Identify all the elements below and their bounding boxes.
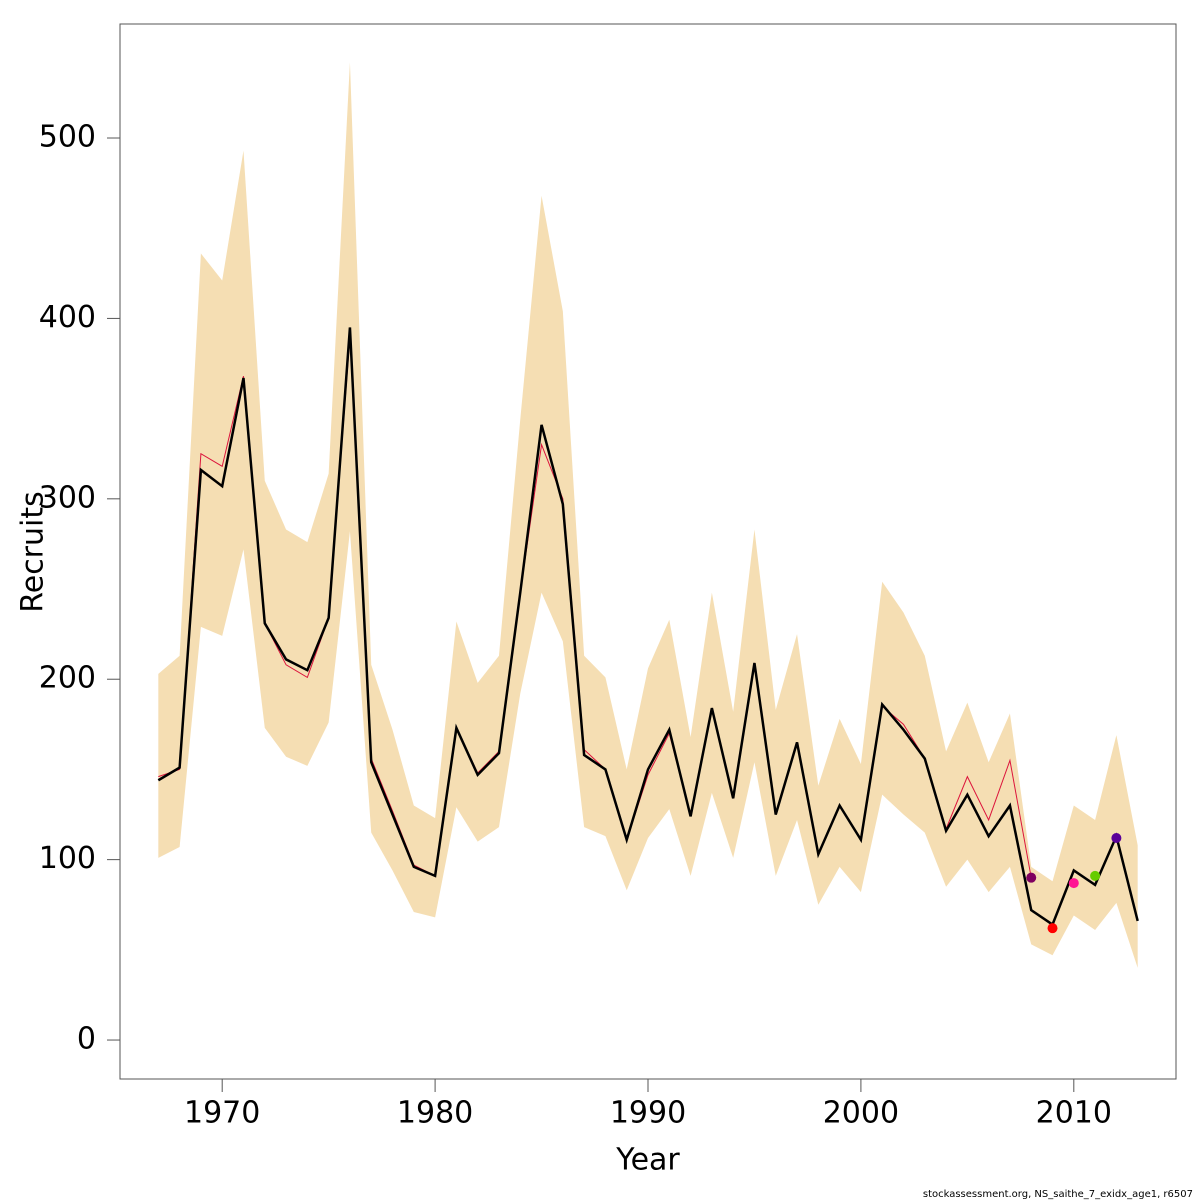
x-axis-title: Year	[615, 1143, 680, 1178]
retro-point	[1111, 832, 1122, 843]
y-tick-label: 300	[39, 480, 96, 515]
retro-point	[1090, 870, 1101, 881]
retro-point	[1047, 923, 1058, 934]
y-tick-label: 400	[39, 300, 96, 335]
x-tick-label: 1990	[610, 1096, 686, 1131]
x-tick-label: 1970	[184, 1096, 260, 1131]
y-tick-label: 500	[39, 120, 96, 155]
y-axis-title: Recruits	[16, 491, 51, 613]
confidence-band	[158, 62, 1138, 968]
y-tick-label: 0	[77, 1022, 96, 1057]
x-tick-label: 2010	[1036, 1096, 1112, 1131]
footer: stockassessment.org, NS_saithe_7_exidx_a…	[923, 1189, 1193, 1200]
x-tick-label: 2000	[823, 1096, 899, 1131]
retro-point	[1068, 878, 1079, 889]
y-tick-label: 100	[39, 841, 96, 876]
y-tick-label: 200	[39, 661, 96, 696]
series-line	[157, 327, 1139, 927]
x-tick-label: 1980	[397, 1096, 473, 1131]
retro-point	[1026, 872, 1037, 883]
